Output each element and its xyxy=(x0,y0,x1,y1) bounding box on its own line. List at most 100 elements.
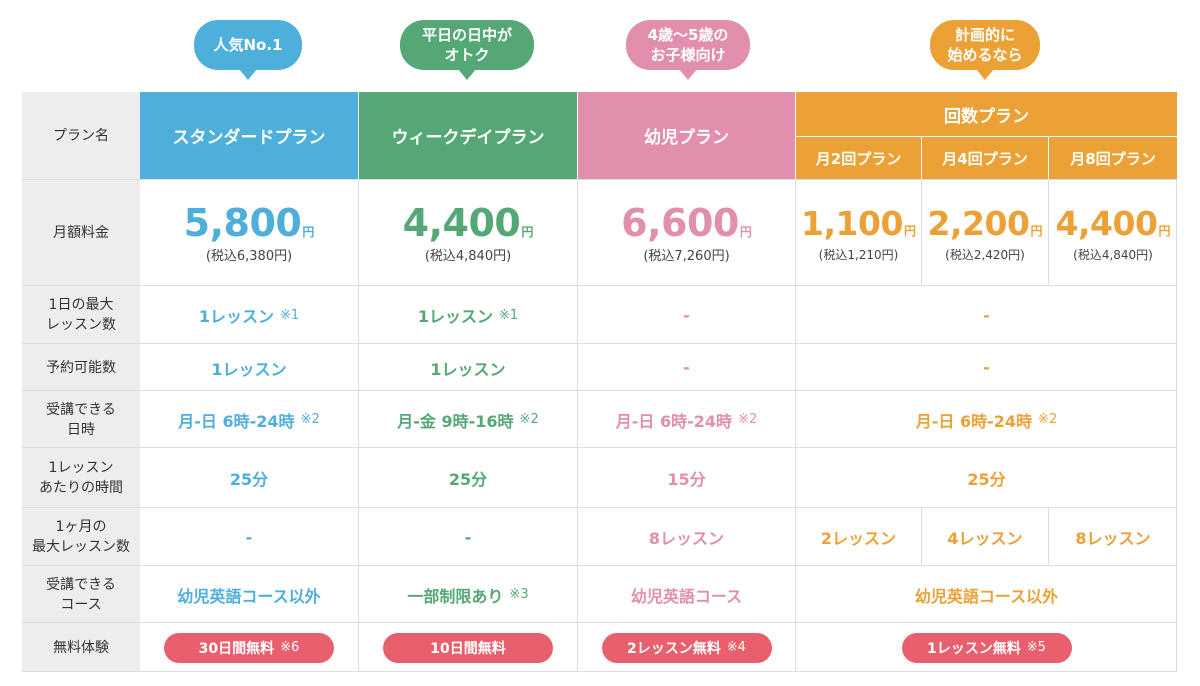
row-label-reservable: 予約可能数 xyxy=(46,359,116,376)
price-standard: 5,800 円 (税込6,380円) xyxy=(140,180,358,286)
monthly-max-count-2: 2レッスン xyxy=(820,529,897,548)
plan-comparison-table: プラン名 スタンダードプラン ウィークデイプラン 幼児プラン 回数プラン 月2回… xyxy=(22,92,1177,672)
tax-included: (税込4,840円) xyxy=(424,248,512,264)
bubble-text: 人気No.1 xyxy=(213,36,283,54)
footnote-mark: ※2 xyxy=(519,412,539,427)
plan-header-standard: スタンダードプラン xyxy=(140,92,358,179)
price-kids: 6,600 円 (税込7,260円) xyxy=(578,180,795,286)
trial-kids-badge: 2レッスン無料 ※4 xyxy=(601,632,772,663)
grid-line xyxy=(1048,508,1049,566)
grid-line xyxy=(22,447,1177,448)
grid-line xyxy=(921,508,922,566)
grid-line xyxy=(22,565,1177,566)
plan-header-count-4: 月4回プラン xyxy=(922,137,1048,179)
tax-included: (税込6,380円) xyxy=(205,248,293,264)
daily-max-count: - xyxy=(983,305,990,325)
reservable-weekday: 1レッスン xyxy=(430,359,506,379)
value-text: 月-日 6時-24時 xyxy=(178,411,295,431)
daily-max-kids: - xyxy=(683,305,690,325)
price-value: 5,800 xyxy=(183,200,302,245)
row-label-monthly-max: 1ヶ月の 最大レッスン数 xyxy=(22,508,140,566)
price-value: 2,200 xyxy=(927,203,1030,243)
reservable-count: - xyxy=(983,358,990,377)
plan-header-count-8: 月8回プラン xyxy=(1049,137,1177,179)
monthly-max-count-8: 8レッスン xyxy=(1075,529,1151,548)
grid-line xyxy=(358,180,359,672)
label-line: あたりの時間 xyxy=(39,480,123,496)
price-count-8: 4,400 円 (税込4,840円) xyxy=(1049,180,1177,286)
tax-included: (税込4,840円) xyxy=(1073,247,1153,262)
trial-count-badge: 1レッスン無料 ※5 xyxy=(901,632,1072,663)
row-label-available-time: 受講できる 日時 xyxy=(22,391,140,448)
grid-line xyxy=(22,285,1177,286)
row-label-courses: 受講できる コース xyxy=(22,566,140,623)
label-line: 受講できる xyxy=(46,401,116,418)
bubble-text: オトク xyxy=(444,46,490,64)
grid-line xyxy=(22,343,1177,344)
trial-standard-badge: 30日間無料 ※6 xyxy=(164,632,334,663)
grid-line xyxy=(22,390,1177,391)
label-line: コース xyxy=(60,596,102,613)
label-line: 受講できる xyxy=(46,576,116,593)
yen-unit: 円 xyxy=(1030,223,1043,238)
row-label-monthly-fee: 月額料金 xyxy=(53,225,109,241)
footnote-mark: ※5 xyxy=(1026,640,1046,655)
tax-included: (税込1,210円) xyxy=(818,247,899,262)
monthly-max-kids: 8レッスン xyxy=(648,529,725,548)
trial-weekday-cell: 10日間無料 xyxy=(359,623,577,672)
price-value: 1,100 xyxy=(801,203,903,243)
grid-line xyxy=(795,180,796,672)
label-line: レッスン数 xyxy=(46,317,116,333)
courses-standard: 幼児英語コース以外 xyxy=(177,586,321,606)
plan-header-count-2: 月2回プラン xyxy=(796,137,921,179)
value-text: 1レッスン xyxy=(417,307,493,326)
monthly-max-count-4: 4レッスン xyxy=(947,529,1023,548)
grid-line xyxy=(22,179,1177,180)
yen-unit: 円 xyxy=(1158,223,1171,238)
time-kids: 月-日 6時-24時 ※2 xyxy=(578,391,795,448)
grid-line xyxy=(577,180,578,672)
length-weekday: 25分 xyxy=(448,470,488,489)
bubble-weekday: 平日の日中が オトク xyxy=(400,20,534,80)
header-divider xyxy=(1048,137,1049,179)
value-text: 一部制限あり xyxy=(407,586,504,606)
length-count: 25分 xyxy=(967,470,1006,489)
value-text: 月-日 6時-24時 xyxy=(615,411,733,431)
trial-weekday-badge: 10日間無料 xyxy=(383,632,553,663)
label-column xyxy=(22,92,140,672)
label-line: 1レッスン xyxy=(48,460,114,476)
value-text: 30日間無料 xyxy=(198,640,275,657)
grid-line xyxy=(921,180,922,286)
time-standard: 月-日 6時-24時 ※2 xyxy=(140,391,358,448)
footnote-mark: ※2 xyxy=(300,412,320,427)
footnote-mark: ※4 xyxy=(726,640,746,655)
yen-unit: 円 xyxy=(521,224,534,239)
bubble-text: お子様向け xyxy=(650,46,726,64)
bubble-standard: 人気No.1 xyxy=(194,20,302,80)
tax-included: (税込2,420円) xyxy=(945,247,1025,262)
footnote-mark: ※3 xyxy=(509,587,529,602)
grid-line xyxy=(1176,180,1177,672)
footnote-mark: ※1 xyxy=(279,307,300,323)
grid-line xyxy=(22,507,1177,508)
grid-line xyxy=(22,671,1177,672)
footnote-mark: ※2 xyxy=(738,412,758,427)
bubble-text: 計画的に xyxy=(954,26,1015,44)
time-count: 月-日 6時-24時 ※2 xyxy=(796,391,1177,448)
length-kids: 15分 xyxy=(667,470,706,489)
row-label-free-trial: 無料体験 xyxy=(53,639,109,656)
yen-unit: 円 xyxy=(302,224,315,239)
grid-line xyxy=(22,622,1177,623)
monthly-max-standard: - xyxy=(245,527,253,547)
footnote-mark: ※6 xyxy=(280,640,300,655)
plan-header-weekday: ウィークデイプラン xyxy=(359,92,577,179)
price-value: 4,400 xyxy=(1055,203,1158,243)
value-text: 月-日 6時-24時 xyxy=(915,411,1033,431)
courses-weekday: 一部制限あり ※3 xyxy=(359,566,577,623)
value-text: 10日間無料 xyxy=(430,640,506,657)
bubble-text: 4歳〜5歳の xyxy=(647,26,729,44)
row-label-daily-max: 1日の最大 レッスン数 xyxy=(22,286,140,344)
tax-included: (税込7,260円) xyxy=(643,248,730,264)
plan-header-count: 回数プラン xyxy=(796,92,1177,136)
trial-count-cell: 1レッスン無料 ※5 xyxy=(796,623,1177,672)
